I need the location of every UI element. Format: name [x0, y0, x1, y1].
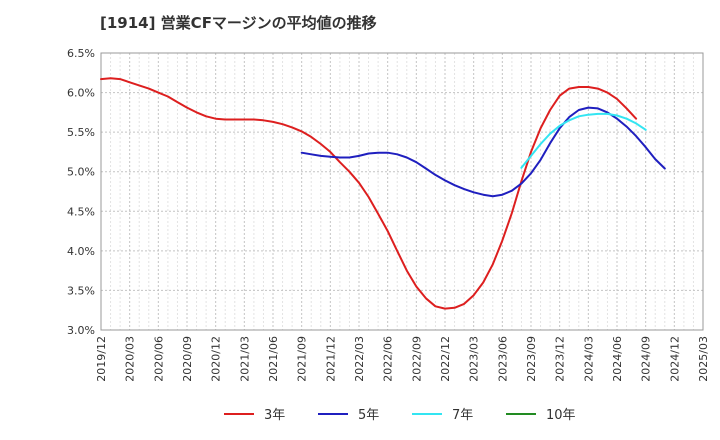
legend-entry: 7年 — [452, 408, 473, 423]
x-tick-label: 2020/09 — [181, 336, 194, 382]
x-tick-label: 2019/12 — [95, 336, 108, 382]
y-tick-label: 5.0% — [67, 166, 95, 179]
plot-border — [100, 52, 704, 331]
x-tick-label: 2025/03 — [697, 336, 710, 382]
x-tick-label: 2020/12 — [210, 336, 223, 382]
plot-area — [101, 53, 703, 330]
x-tick-label: 2020/06 — [152, 336, 165, 382]
x-tick-label: 2020/03 — [124, 336, 137, 382]
chart-title: [1914] 営業CFマージンの平均値の推移 — [100, 14, 377, 32]
y-tick-label: 3.0% — [67, 324, 95, 337]
series-line — [520, 112, 647, 169]
x-tick-label: 2023/03 — [468, 336, 481, 382]
legend-entry: 3年 — [264, 408, 285, 423]
x-tick-label: 2024/09 — [640, 336, 653, 382]
legend-entry: 5年 — [358, 408, 379, 423]
x-tick-label: 2022/12 — [439, 336, 452, 382]
x-tick-label: 2022/09 — [410, 336, 423, 382]
x-tick-label: 2021/06 — [267, 336, 280, 382]
x-tick-label: 2023/06 — [496, 336, 509, 382]
x-tick-label: 2023/09 — [525, 336, 538, 382]
y-tick-label: 3.5% — [67, 284, 95, 297]
x-tick-label: 2022/03 — [353, 336, 366, 382]
x-tick-label: 2021/12 — [324, 336, 337, 382]
series-line — [100, 77, 638, 310]
legend-entry: 10年 — [546, 408, 576, 423]
x-tick-label: 2024/03 — [582, 336, 595, 382]
y-tick-label: 4.5% — [67, 205, 95, 218]
x-tick-label: 2021/03 — [238, 336, 251, 382]
x-tick-label: 2021/09 — [296, 336, 309, 382]
x-tick-label: 2024/06 — [611, 336, 624, 382]
y-tick-label: 6.0% — [67, 87, 95, 100]
x-tick-label: 2024/12 — [668, 336, 681, 382]
series-line — [300, 106, 666, 198]
x-tick-label: 2023/12 — [554, 336, 567, 382]
y-tick-label: 4.0% — [67, 245, 95, 258]
y-tick-label: 6.5% — [67, 47, 95, 60]
y-tick-label: 5.5% — [67, 126, 95, 139]
x-tick-label: 2022/06 — [382, 336, 395, 382]
